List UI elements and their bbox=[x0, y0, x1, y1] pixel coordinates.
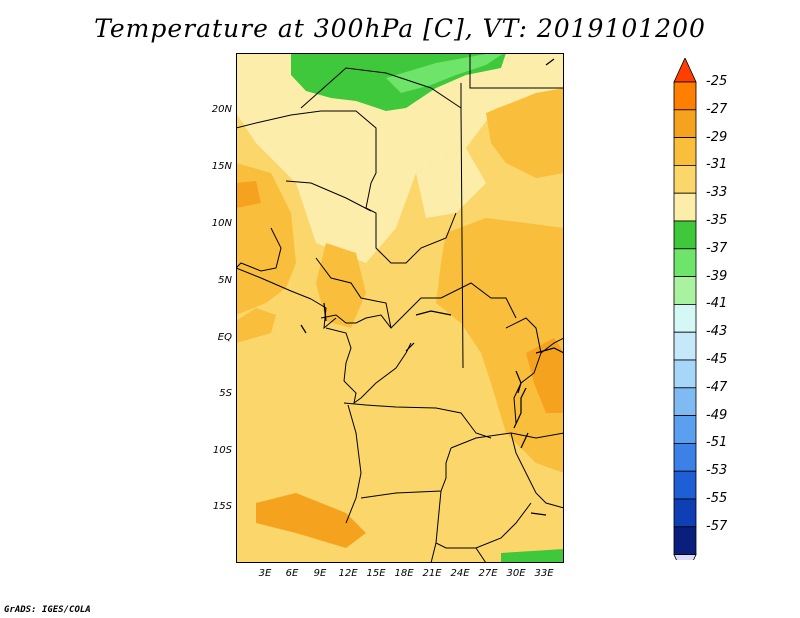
colorbar-label: -37 bbox=[706, 240, 728, 256]
lon-label-15e: 15E bbox=[366, 568, 386, 579]
colorbar-box bbox=[673, 526, 697, 555]
field-region-warm-northeast bbox=[486, 88, 564, 178]
lon-label-21e: 21E bbox=[422, 568, 442, 579]
lat-label-5n: 5N bbox=[218, 275, 232, 286]
colorbar-label: -35 bbox=[706, 213, 728, 228]
colorbar-label: -57 bbox=[706, 518, 728, 534]
colorbar bbox=[673, 58, 697, 560]
colorbar-box bbox=[673, 303, 697, 333]
colorbar-box bbox=[673, 442, 697, 472]
colorbar-label: -45 bbox=[706, 352, 728, 367]
lat-label-10n: 10N bbox=[211, 218, 232, 229]
colorbar-label: -47 bbox=[706, 379, 728, 395]
colorbar-label: -43 bbox=[706, 324, 728, 340]
colorbar-label: -33 bbox=[706, 185, 728, 201]
colorbar-label: -39 bbox=[706, 268, 728, 284]
field-region-cool-east bbox=[416, 148, 486, 218]
colorbar-label: -53 bbox=[706, 463, 728, 479]
colorbar-bottom-arrow bbox=[673, 554, 697, 560]
colorbar-label: -41 bbox=[706, 296, 728, 312]
lat-label-5s: 5S bbox=[219, 388, 232, 399]
lon-label-27e: 27E bbox=[478, 568, 498, 579]
field-region-cool-north bbox=[236, 53, 564, 263]
colorbar-label: -31 bbox=[706, 157, 728, 173]
colorbar-label: -27 bbox=[706, 101, 728, 117]
colorbar-box bbox=[673, 276, 697, 305]
lat-label-10s: 10S bbox=[212, 445, 232, 456]
lat-label-15s: 15S bbox=[212, 501, 232, 512]
lon-label-12e: 12E bbox=[338, 568, 358, 579]
temperature-map bbox=[236, 53, 564, 563]
lat-label-20n: 20N bbox=[211, 104, 232, 115]
colorbar-label: -51 bbox=[706, 435, 728, 451]
colorbar-box bbox=[673, 220, 697, 250]
colorbar-box bbox=[673, 359, 697, 389]
colorbar-box bbox=[673, 137, 697, 166]
colorbar-box bbox=[673, 498, 697, 528]
map-title: Temperature at 300hPa [C], VT: 201910120… bbox=[94, 14, 706, 43]
colorbar-box bbox=[673, 165, 697, 194]
grads-credit: GrADS: IGES/COLA bbox=[4, 605, 91, 615]
field-region-cold-bottom bbox=[501, 549, 564, 563]
colorbar-label: -29 bbox=[706, 129, 728, 145]
field-region-warm-east bbox=[436, 218, 564, 473]
colorbar-box bbox=[673, 81, 697, 111]
colorbar-label: -49 bbox=[706, 407, 728, 423]
lon-label-6e: 6E bbox=[285, 568, 299, 579]
colorbar-label: -25 bbox=[706, 74, 728, 89]
colorbar-box bbox=[673, 192, 697, 222]
lon-label-9e: 9E bbox=[313, 568, 327, 579]
colorbar-box bbox=[673, 387, 697, 416]
colorbar-box bbox=[673, 109, 697, 138]
lon-label-33e: 33E bbox=[534, 568, 554, 579]
colorbar-box bbox=[673, 331, 697, 361]
colorbar-box bbox=[673, 470, 697, 500]
colorbar-box bbox=[673, 248, 697, 278]
lon-label-3e: 3E bbox=[258, 568, 272, 579]
lon-label-24e: 24E bbox=[450, 568, 470, 579]
colorbar-top-arrow bbox=[673, 58, 697, 83]
lon-label-30e: 30E bbox=[506, 568, 526, 579]
colorbar-box bbox=[673, 415, 697, 444]
lat-label-eq: EQ bbox=[217, 332, 232, 343]
colorbar-label: -55 bbox=[706, 491, 728, 506]
lat-label-15n: 15N bbox=[211, 161, 232, 172]
lon-label-18e: 18E bbox=[394, 568, 414, 579]
